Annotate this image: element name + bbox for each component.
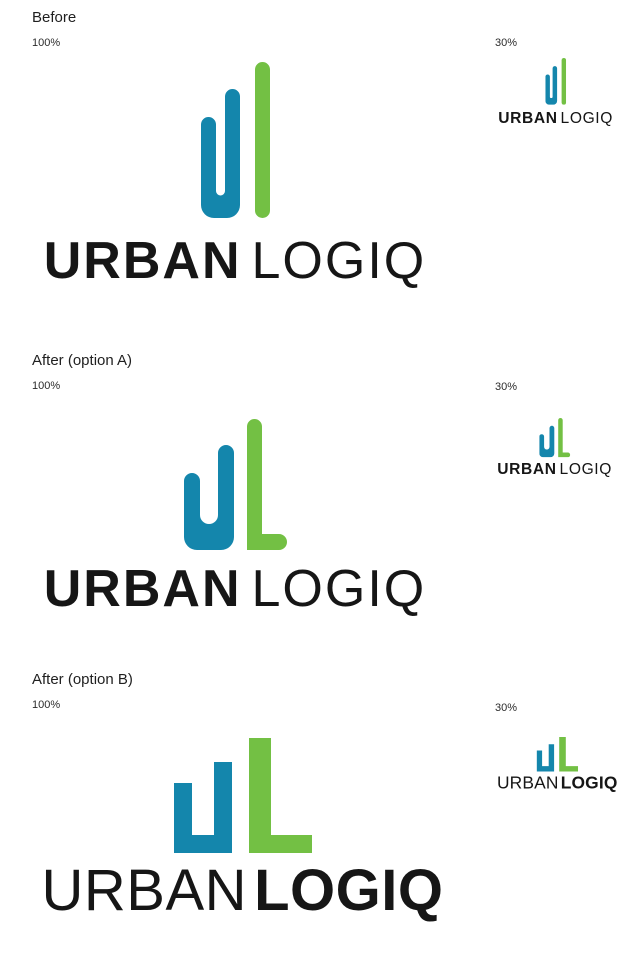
mark-u-shape	[536, 744, 554, 772]
scale-label-option-a-large: 100%	[32, 380, 61, 392]
mark-u-shape	[200, 89, 240, 218]
wordmark-urban: URBAN	[497, 460, 557, 478]
wordmark-logiq: LOGIQ	[560, 773, 618, 793]
scale-label-option-b-small: 30%	[495, 702, 518, 714]
scale-label-before-large: 100%	[32, 37, 61, 49]
wordmark: URBANLOGIQ	[497, 774, 618, 791]
logo-mark-option-a-icon	[539, 418, 571, 458]
logo-lockup-option-a-small: URBANLOGIQ	[494, 418, 615, 477]
section-label-option-b: After (option B)	[32, 671, 133, 688]
mark-l-shape	[559, 737, 578, 772]
mark-l-bar	[561, 58, 566, 105]
wordmark: URBANLOGIQ	[498, 110, 613, 126]
mark-u-shape	[545, 66, 557, 105]
scale-label-option-b-large: 100%	[32, 699, 61, 711]
mark-l-shape	[248, 738, 312, 853]
logo-mark-before-icon	[200, 62, 270, 218]
logo-lockup-option-b-large: URBAN LOGIQ	[35, 738, 450, 920]
wordmark-logiq: LOGIQ	[559, 460, 612, 478]
logo-lockup-before-small: URBANLOGIQ	[495, 58, 616, 126]
wordmark: URBANLOGIQ	[497, 461, 612, 477]
logo-mark-option-a-icon	[183, 419, 287, 550]
logo-lockup-before-large: URBAN LOGIQ	[33, 62, 437, 287]
wordmark-urban: URBAN	[498, 109, 558, 127]
logo-lockup-option-b-small: URBANLOGIQ	[495, 737, 620, 792]
logo-mark-before-icon	[545, 58, 566, 105]
mark-u-shape	[173, 762, 232, 853]
wordmark-logiq: LOGIQ	[251, 560, 427, 618]
wordmark-urban: URBAN	[41, 858, 248, 923]
mark-u-shape	[539, 425, 555, 458]
wordmark-logiq: LOGIQ	[254, 858, 444, 923]
logo-mark-option-b-icon	[173, 738, 312, 853]
wordmark-logiq: LOGIQ	[560, 109, 613, 127]
mark-l-shape	[558, 418, 571, 458]
logo-mark-option-b-icon	[536, 737, 578, 772]
logo-lockup-option-a-large: URBAN LOGIQ	[33, 419, 437, 615]
scale-label-before-small: 30%	[495, 37, 518, 49]
wordmark-logiq: LOGIQ	[251, 232, 427, 290]
section-label-before: Before	[32, 9, 77, 26]
section-label-option-a: After (option A)	[32, 352, 133, 369]
mark-u-shape	[183, 445, 234, 550]
mark-l-shape	[246, 419, 287, 550]
wordmark-urban: URBAN	[496, 773, 559, 793]
wordmark-urban: URBAN	[43, 560, 242, 618]
mark-l-bar	[254, 62, 270, 218]
scale-label-option-a-small: 30%	[495, 381, 518, 393]
wordmark-urban: URBAN	[43, 232, 242, 290]
